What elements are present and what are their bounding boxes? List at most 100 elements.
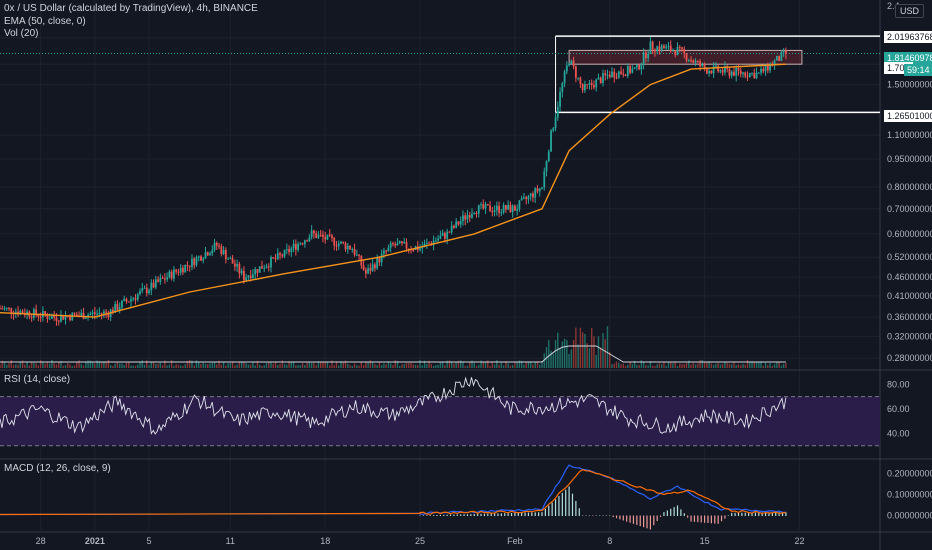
macd-legend[interactable]: MACD (12, 26, close, 9) [4, 463, 111, 474]
volume-bar [130, 365, 132, 368]
volume-bar [17, 364, 19, 368]
candle-body [554, 117, 557, 129]
candle-body [441, 232, 444, 236]
candle-body [545, 161, 548, 172]
macd-histogram-bar [585, 515, 587, 517]
macd-histogram-bar [748, 512, 750, 517]
volume-bar [694, 364, 697, 368]
candle-body [491, 211, 494, 213]
candle-body [543, 171, 546, 188]
volume-bar [581, 332, 584, 368]
price-tick-label: 1.10000000 [887, 130, 932, 140]
candle-body [328, 234, 331, 236]
volume-bar [681, 364, 683, 368]
volume-bar [98, 361, 101, 368]
candle-body [518, 200, 521, 210]
volume-bar [80, 363, 82, 368]
macd-histogram-bar [754, 512, 757, 517]
volume-bar [771, 365, 774, 368]
volume-bar [274, 361, 277, 368]
macd-tick-label: 0.20000000 [887, 469, 932, 479]
time-tick-label: Feb [507, 536, 523, 546]
volume-bar [202, 362, 204, 368]
volume-bar [782, 363, 785, 368]
volume-bar [735, 365, 737, 368]
candle-body [139, 291, 141, 295]
candle-body [509, 204, 512, 213]
volume-bar [383, 363, 385, 368]
candle-body [105, 311, 108, 313]
candle-body [0, 308, 1, 310]
candle-body [717, 65, 720, 72]
volume-bar [444, 365, 446, 368]
volume-bar [26, 362, 28, 368]
volume-bar [706, 361, 708, 368]
drawing-annotations[interactable] [0, 35, 880, 114]
candle-body [778, 55, 781, 61]
macd-histogram-bar [595, 515, 597, 517]
volume-bar [769, 362, 771, 368]
candle-body [57, 320, 60, 322]
candle-body [437, 238, 440, 241]
volume-bar [778, 361, 780, 368]
candle-body [477, 205, 480, 214]
volume-legend[interactable]: Vol (20) [4, 28, 39, 39]
candle-body [258, 266, 261, 273]
candle-body [355, 254, 358, 256]
volume-bar [523, 364, 525, 368]
candle-body [604, 73, 607, 76]
candle-body [484, 204, 487, 209]
candle-body [687, 60, 690, 62]
candle-body [782, 50, 785, 53]
volume-bar [315, 365, 317, 368]
candle-body [446, 231, 449, 239]
symbol-legend[interactable]: 0x / US Dollar (calculated by TradingVie… [4, 3, 258, 14]
time-axis[interactable]: 28 2021 5 11 18 25 Feb 8 15 22 [36, 536, 805, 546]
volume-bar [166, 365, 168, 368]
volume-bar [256, 360, 259, 368]
candle-body [308, 237, 311, 242]
volume-bar [604, 339, 606, 368]
candle-body [299, 243, 302, 245]
price-axis[interactable]: 2.00000001.700000001.500000001.100000000… [887, 33, 932, 521]
macd-histogram-bar [493, 513, 496, 517]
price-tick-label: 0.95000000 [887, 154, 932, 164]
volume-bar [159, 362, 162, 368]
macd-histogram-bar [510, 513, 513, 517]
ema-legend[interactable]: EMA (50, close, 0) [4, 16, 86, 27]
volume-bar [247, 364, 250, 368]
candle-body [243, 270, 245, 281]
volume-bar [471, 360, 473, 368]
macd-histogram-bar [588, 515, 591, 517]
volume-bar [726, 363, 728, 368]
candle-body [568, 63, 570, 66]
volume-bar [87, 360, 89, 368]
volume-bar [3, 361, 6, 368]
candle-body [633, 67, 636, 69]
candle-body [159, 277, 162, 282]
currency-button[interactable]: USD [894, 4, 924, 18]
candle-body [586, 84, 589, 86]
candle-body [658, 46, 661, 51]
volume-bar [351, 365, 353, 368]
macd-histogram-bar [487, 513, 489, 517]
candle-body [608, 74, 611, 78]
time-tick-label: 18 [320, 536, 330, 546]
macd-histogram-bar [741, 512, 743, 517]
macd-histogram-bar [565, 489, 567, 517]
volume-bar [344, 360, 347, 368]
volume-bar [193, 365, 195, 368]
macd-histogram-bar [643, 515, 645, 528]
volume-bar [304, 364, 306, 368]
volume-bar [44, 363, 46, 368]
volume-bar [389, 363, 392, 368]
candle-body [206, 252, 209, 256]
macd-histogram-bar [744, 512, 746, 517]
volume-bar [353, 363, 356, 368]
candle-body [161, 277, 164, 279]
volume-bar [627, 364, 629, 368]
rsi-legend[interactable]: RSI (14, close) [4, 374, 71, 385]
volume-bar [19, 361, 22, 368]
volume-bar [568, 353, 570, 368]
